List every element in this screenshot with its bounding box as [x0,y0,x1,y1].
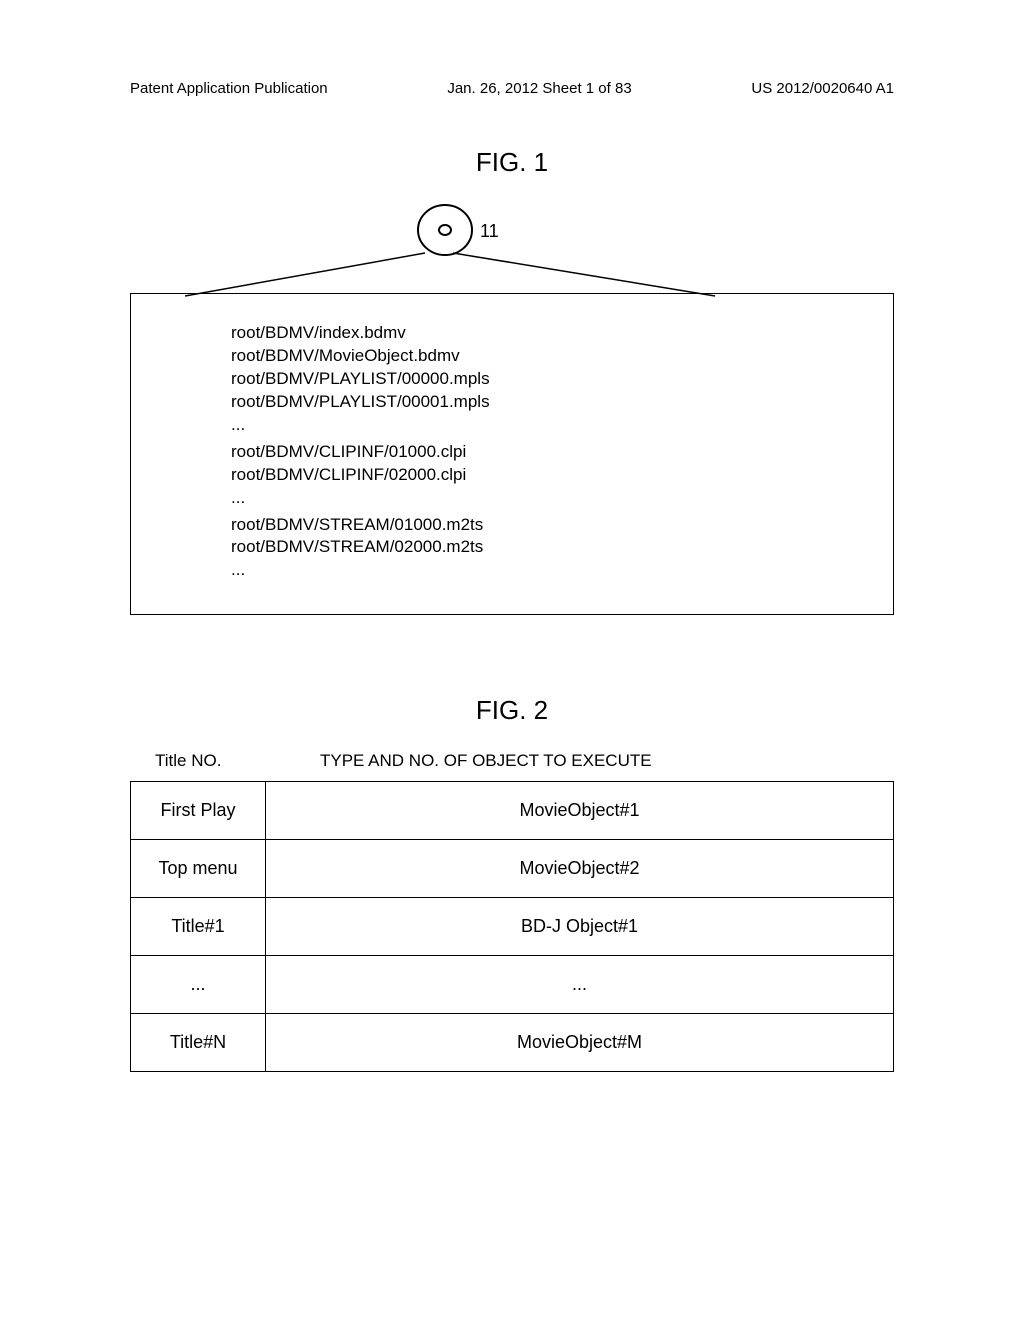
file-path: root/BDMV/index.bdmv [231,322,858,345]
file-path: root/BDMV/STREAM/01000.m2ts [231,514,858,537]
file-path: root/BDMV/PLAYLIST/00001.mpls [231,391,858,414]
column-header-type: TYPE AND NO. OF OBJECT TO EXECUTE [290,751,869,771]
table-row: First Play MovieObject#1 [131,782,894,840]
callout-lines [185,248,785,308]
table-cell: Title#1 [131,898,266,956]
table-column-headers: Title NO. TYPE AND NO. OF OBJECT TO EXEC… [130,751,894,781]
disc-diagram: 11 [130,203,894,293]
file-listing-box: root/BDMV/index.bdmv root/BDMV/MovieObje… [130,293,894,615]
file-group-3: root/BDMV/STREAM/01000.m2ts root/BDMV/ST… [231,514,858,583]
page-content: FIG. 1 11 root/BDMV/index.bdmv root/BDMV… [0,117,1024,1072]
file-path: root/BDMV/CLIPINF/01000.clpi [231,441,858,464]
fig1-title: FIG. 1 [130,147,894,178]
table-cell: MovieObject#2 [266,840,894,898]
file-path: ... [231,487,858,510]
table-cell: ... [131,956,266,1014]
table-cell: BD-J Object#1 [266,898,894,956]
page-header: Patent Application Publication Jan. 26, … [0,0,1024,117]
column-header-title-no: Title NO. [155,751,290,771]
file-path: root/BDMV/PLAYLIST/00000.mpls [231,368,858,391]
table-row: Title#N MovieObject#M [131,1014,894,1072]
disc-ref-number: 11 [480,221,499,242]
table-cell: MovieObject#1 [266,782,894,840]
publication-number: US 2012/0020640 A1 [751,80,894,97]
date-sheet-info: Jan. 26, 2012 Sheet 1 of 83 [447,80,631,97]
table-cell: Title#N [131,1014,266,1072]
table-row: Top menu MovieObject#2 [131,840,894,898]
file-path: root/BDMV/MovieObject.bdmv [231,345,858,368]
table-cell: MovieObject#M [266,1014,894,1072]
publication-label: Patent Application Publication [130,80,328,97]
figure-2: FIG. 2 Title NO. TYPE AND NO. OF OBJECT … [130,695,894,1072]
file-group-2: root/BDMV/CLIPINF/01000.clpi root/BDMV/C… [231,441,858,510]
title-object-table: First Play MovieObject#1 Top menu MovieO… [130,781,894,1072]
file-path: ... [231,414,858,437]
file-path: root/BDMV/CLIPINF/02000.clpi [231,464,858,487]
table-cell: First Play [131,782,266,840]
figure-1: FIG. 1 11 root/BDMV/index.bdmv root/BDMV… [130,147,894,615]
fig2-title: FIG. 2 [130,695,894,726]
file-path: root/BDMV/STREAM/02000.m2ts [231,536,858,559]
table-cell: Top menu [131,840,266,898]
table-row: ... ... [131,956,894,1014]
file-path: ... [231,559,858,582]
table-cell: ... [266,956,894,1014]
file-group-1: root/BDMV/index.bdmv root/BDMV/MovieObje… [231,322,858,437]
table-row: Title#1 BD-J Object#1 [131,898,894,956]
